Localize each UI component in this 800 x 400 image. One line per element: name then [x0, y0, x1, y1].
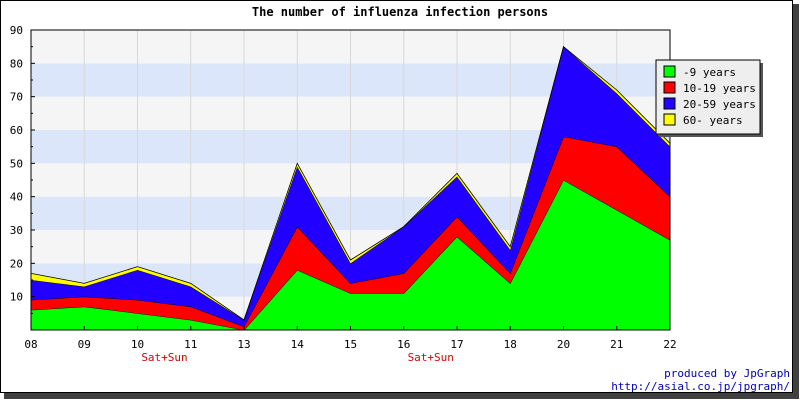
credit-line-1: produced by JpGraph [664, 367, 790, 380]
legend-label: 20-59 years [683, 98, 756, 111]
x-tick-label: 22 [663, 338, 676, 351]
series-area-3 [31, 46, 670, 327]
x-tick-label: 09 [78, 338, 91, 351]
series-area-1 [31, 180, 670, 330]
x-sublabel: Sat+Sun [408, 351, 454, 364]
y-tick-label: 20 [10, 257, 23, 270]
legend-swatch [663, 97, 676, 110]
series-area-2 [31, 136, 670, 330]
x-tick-label: 20 [557, 338, 570, 351]
x-tick-label: 16 [397, 338, 410, 351]
y-tick-label: 50 [10, 157, 23, 170]
x-tick-label: 13 [237, 338, 250, 351]
credit-line-2: http://asial.co.jp/jpgraph/ [611, 380, 790, 393]
x-tick-label: 10 [131, 338, 144, 351]
legend-label: 10-19 years [683, 82, 756, 95]
x-tick-label: 17 [450, 338, 463, 351]
y-tick-label: 90 [10, 24, 23, 37]
x-tick-label: 14 [291, 338, 305, 351]
x-tick-label: 21 [610, 338, 623, 351]
series-line-4 [30, 45, 671, 321]
y-tick-label: 60 [10, 124, 23, 137]
legend-label: -9 years [683, 66, 736, 79]
y-tick-label: 80 [10, 57, 23, 70]
x-tick-label: 15 [344, 338, 357, 351]
chart-title: The number of influenza infection person… [252, 5, 548, 19]
legend: -9 years 10-19 years 20-59 years 60- years [655, 59, 763, 137]
x-sublabel: Sat+Sun [141, 351, 187, 364]
legend-swatch [663, 81, 676, 94]
x-tick-label: 11 [184, 338, 197, 351]
legend-swatch [663, 113, 676, 126]
y-tick-label: 40 [10, 191, 23, 204]
x-tick-label: 08 [24, 338, 37, 351]
y-tick-label: 70 [10, 91, 23, 104]
y-tick-label: 10 [10, 291, 23, 304]
legend-swatch [663, 65, 676, 78]
legend-label: 60- years [683, 114, 743, 127]
y-tick-label: 30 [10, 224, 23, 237]
x-tick-label: 18 [504, 338, 517, 351]
